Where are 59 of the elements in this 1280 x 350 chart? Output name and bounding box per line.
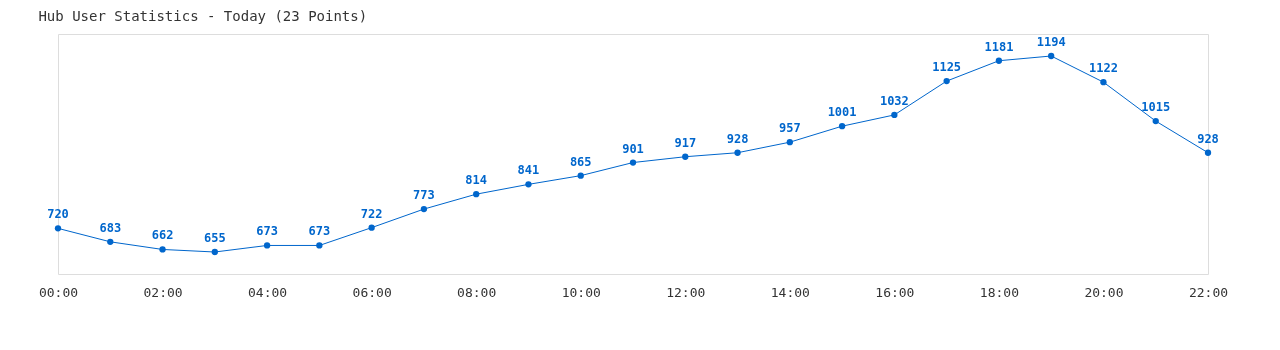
data-label: 928 xyxy=(726,131,749,146)
point xyxy=(159,246,166,253)
point xyxy=(1204,149,1212,156)
data-label: 917 xyxy=(674,135,697,150)
x-tick-label: 12:00 xyxy=(666,284,706,300)
point xyxy=(891,111,898,119)
point xyxy=(1100,79,1107,86)
data-label: 720 xyxy=(47,207,69,222)
point xyxy=(211,248,218,256)
x-tick-label: 18:00 xyxy=(979,284,1019,300)
x-tick-label: 02:00 xyxy=(143,284,183,300)
data-label: 814 xyxy=(465,173,488,188)
data-label: 722 xyxy=(360,206,383,221)
point xyxy=(107,238,114,245)
data-label: 957 xyxy=(778,121,801,136)
data-label: 1032 xyxy=(879,93,909,108)
data-label: 673 xyxy=(308,224,331,239)
point xyxy=(420,205,428,213)
point xyxy=(838,123,846,130)
data-label: 1194 xyxy=(1036,35,1066,49)
data-label: 662 xyxy=(151,228,174,243)
point xyxy=(54,225,62,232)
point xyxy=(1152,117,1159,125)
x-tick-label: 14:00 xyxy=(770,284,810,300)
point xyxy=(943,77,950,85)
x-tick-label: 08:00 xyxy=(457,284,497,300)
x-tick-label: 10:00 xyxy=(561,284,601,300)
point xyxy=(995,57,1003,64)
data-label: 1181 xyxy=(984,39,1014,54)
x-tick-label: 16:00 xyxy=(875,284,915,300)
data-label: 1015 xyxy=(1141,100,1171,115)
point xyxy=(525,181,532,188)
point xyxy=(682,153,689,160)
data-label: 928 xyxy=(1197,131,1219,146)
point xyxy=(368,224,375,231)
point xyxy=(473,191,480,198)
x-tick-label: 06:00 xyxy=(352,284,392,300)
x-tick-label: 04:00 xyxy=(248,284,288,300)
data-label: 673 xyxy=(256,224,278,239)
data-label: 865 xyxy=(569,154,592,169)
data-label: 841 xyxy=(517,163,540,178)
point xyxy=(786,139,793,146)
point xyxy=(263,242,271,249)
x-tick-label: 20:00 xyxy=(1084,284,1124,300)
point xyxy=(316,242,323,249)
point xyxy=(734,149,741,156)
data-label: 683 xyxy=(99,220,122,235)
data-label: 1125 xyxy=(932,60,962,75)
data-label: 773 xyxy=(413,188,435,203)
point xyxy=(1048,52,1055,60)
chart-title: Hub User Statistics - Today (23 Points) xyxy=(38,8,368,24)
data-label: 1001 xyxy=(827,105,857,120)
data-label: 901 xyxy=(622,141,644,156)
x-tick-label: 22:00 xyxy=(1188,284,1229,300)
data-label: 1122 xyxy=(1089,61,1118,76)
point xyxy=(577,172,584,179)
data-label: 655 xyxy=(203,231,226,245)
x-tick-label: 00:00 xyxy=(38,284,79,300)
point xyxy=(629,159,637,166)
